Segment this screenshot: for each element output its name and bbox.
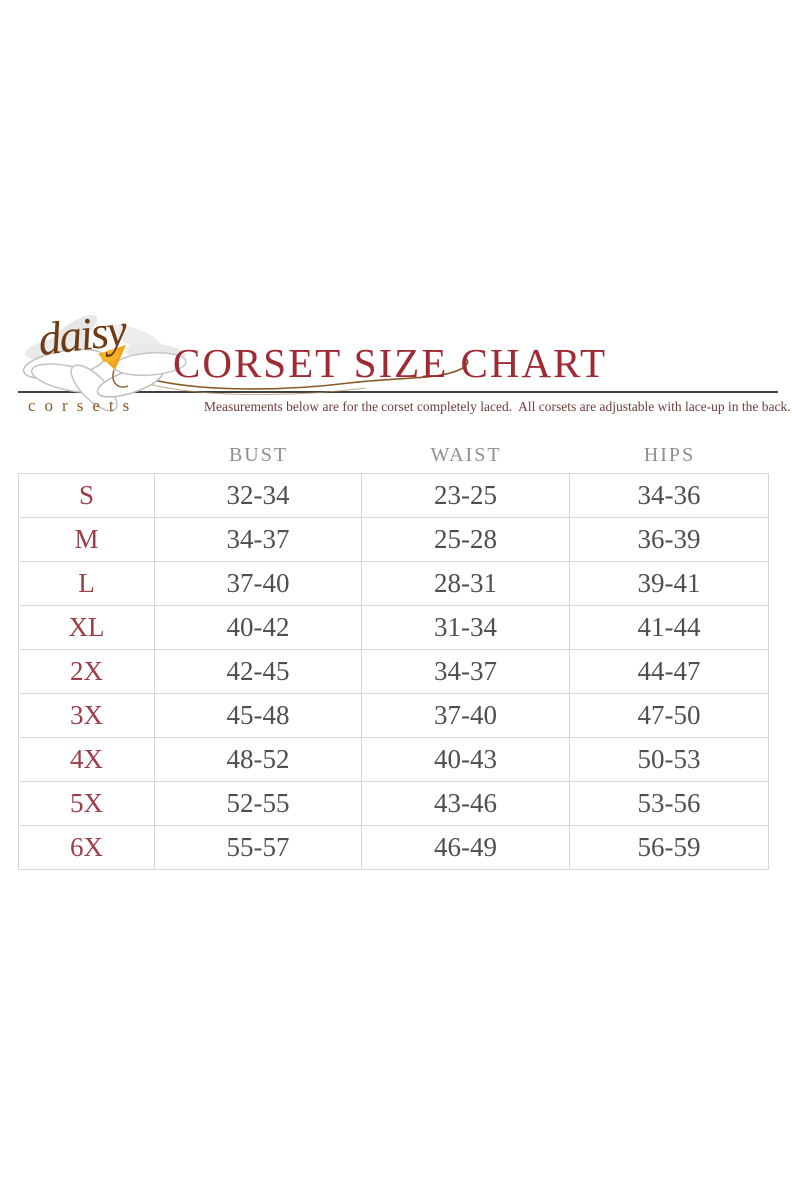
page-subtitle: Measurements below are for the corset co… xyxy=(204,399,791,414)
hips-value-cell: 53-56 xyxy=(637,788,701,818)
daisy-corsets-logo: daisy corsets xyxy=(14,298,484,423)
table-row-3X: 3X 45-48 37-40 47-50 xyxy=(19,694,768,738)
size-label-cell: 2X xyxy=(19,650,155,693)
table-row-S: S 32-34 23-25 34-36 xyxy=(19,474,768,518)
size-label-cell: 4X xyxy=(19,738,155,781)
size-label-cell: S xyxy=(19,474,155,517)
header-divider-line xyxy=(18,391,778,393)
page-title: CORSET SIZE CHART xyxy=(173,340,607,386)
column-header-waist: WAIST xyxy=(430,444,502,466)
table-row-M: M 34-37 25-28 36-39 xyxy=(19,518,768,562)
hips-value-cell: 41-44 xyxy=(637,612,701,642)
bust-value-cell: 34-37 xyxy=(155,518,362,561)
size-table: BUST WAIST HIPS S 32-34 23-25 34-36 M 34-37 25… xyxy=(18,444,769,870)
brand-word-corsets: corsets xyxy=(28,396,139,415)
size-table-header-row: BUST WAIST HIPS xyxy=(18,444,769,473)
bust-value-cell: 42-45 xyxy=(155,650,362,693)
hips-value-cell: 50-53 xyxy=(637,744,701,774)
waist-value-cell: 34-37 xyxy=(362,650,570,693)
daisy-flower-icon xyxy=(22,314,469,412)
table-row-4X: 4X 48-52 40-43 50-53 xyxy=(19,738,768,782)
hips-value-cell: 56-59 xyxy=(637,832,701,862)
hips-value-cell: 34-36 xyxy=(637,480,701,510)
hips-value-cell: 39-41 xyxy=(637,568,701,598)
column-header-bust: BUST xyxy=(228,444,289,466)
size-label-cell: 6X xyxy=(19,826,155,869)
table-row-6X: 6X 55-57 46-49 56-59 xyxy=(19,826,768,869)
size-label-cell: M xyxy=(19,518,155,561)
size-label-cell: L xyxy=(19,562,155,605)
corner-cell xyxy=(18,444,155,473)
size-table-body: S 32-34 23-25 34-36 M 34-37 25-28 36-39 L 37-40 28… xyxy=(18,473,769,870)
table-row-5X: 5X 52-55 43-46 53-56 xyxy=(19,782,768,826)
column-header-hips: HIPS xyxy=(643,444,696,466)
hips-value-cell: 36-39 xyxy=(637,524,701,554)
size-label-cell: XL xyxy=(19,606,155,649)
bust-value-cell: 40-42 xyxy=(155,606,362,649)
bust-value-cell: 32-34 xyxy=(155,474,362,517)
bust-value-cell: 37-40 xyxy=(155,562,362,605)
waist-value-cell: 28-31 xyxy=(362,562,570,605)
waist-value-cell: 37-40 xyxy=(362,694,570,737)
brand-script-daisy: daisy xyxy=(35,303,128,366)
waist-value-cell: 23-25 xyxy=(362,474,570,517)
bust-value-cell: 52-55 xyxy=(155,782,362,825)
table-row-XL: XL 40-42 31-34 41-44 xyxy=(19,606,768,650)
waist-value-cell: 46-49 xyxy=(362,826,570,869)
table-row-2X: 2X 42-45 34-37 44-47 xyxy=(19,650,768,694)
bust-value-cell: 55-57 xyxy=(155,826,362,869)
waist-value-cell: 40-43 xyxy=(362,738,570,781)
bust-value-cell: 48-52 xyxy=(155,738,362,781)
hips-value-cell: 47-50 xyxy=(637,700,701,730)
waist-value-cell: 31-34 xyxy=(362,606,570,649)
waist-value-cell: 43-46 xyxy=(362,782,570,825)
size-label-cell: 3X xyxy=(19,694,155,737)
size-label-cell: 5X xyxy=(19,782,155,825)
waist-value-cell: 25-28 xyxy=(362,518,570,561)
hips-value-cell: 44-47 xyxy=(637,656,701,686)
bust-value-cell: 45-48 xyxy=(155,694,362,737)
table-row-L: L 37-40 28-31 39-41 xyxy=(19,562,768,606)
